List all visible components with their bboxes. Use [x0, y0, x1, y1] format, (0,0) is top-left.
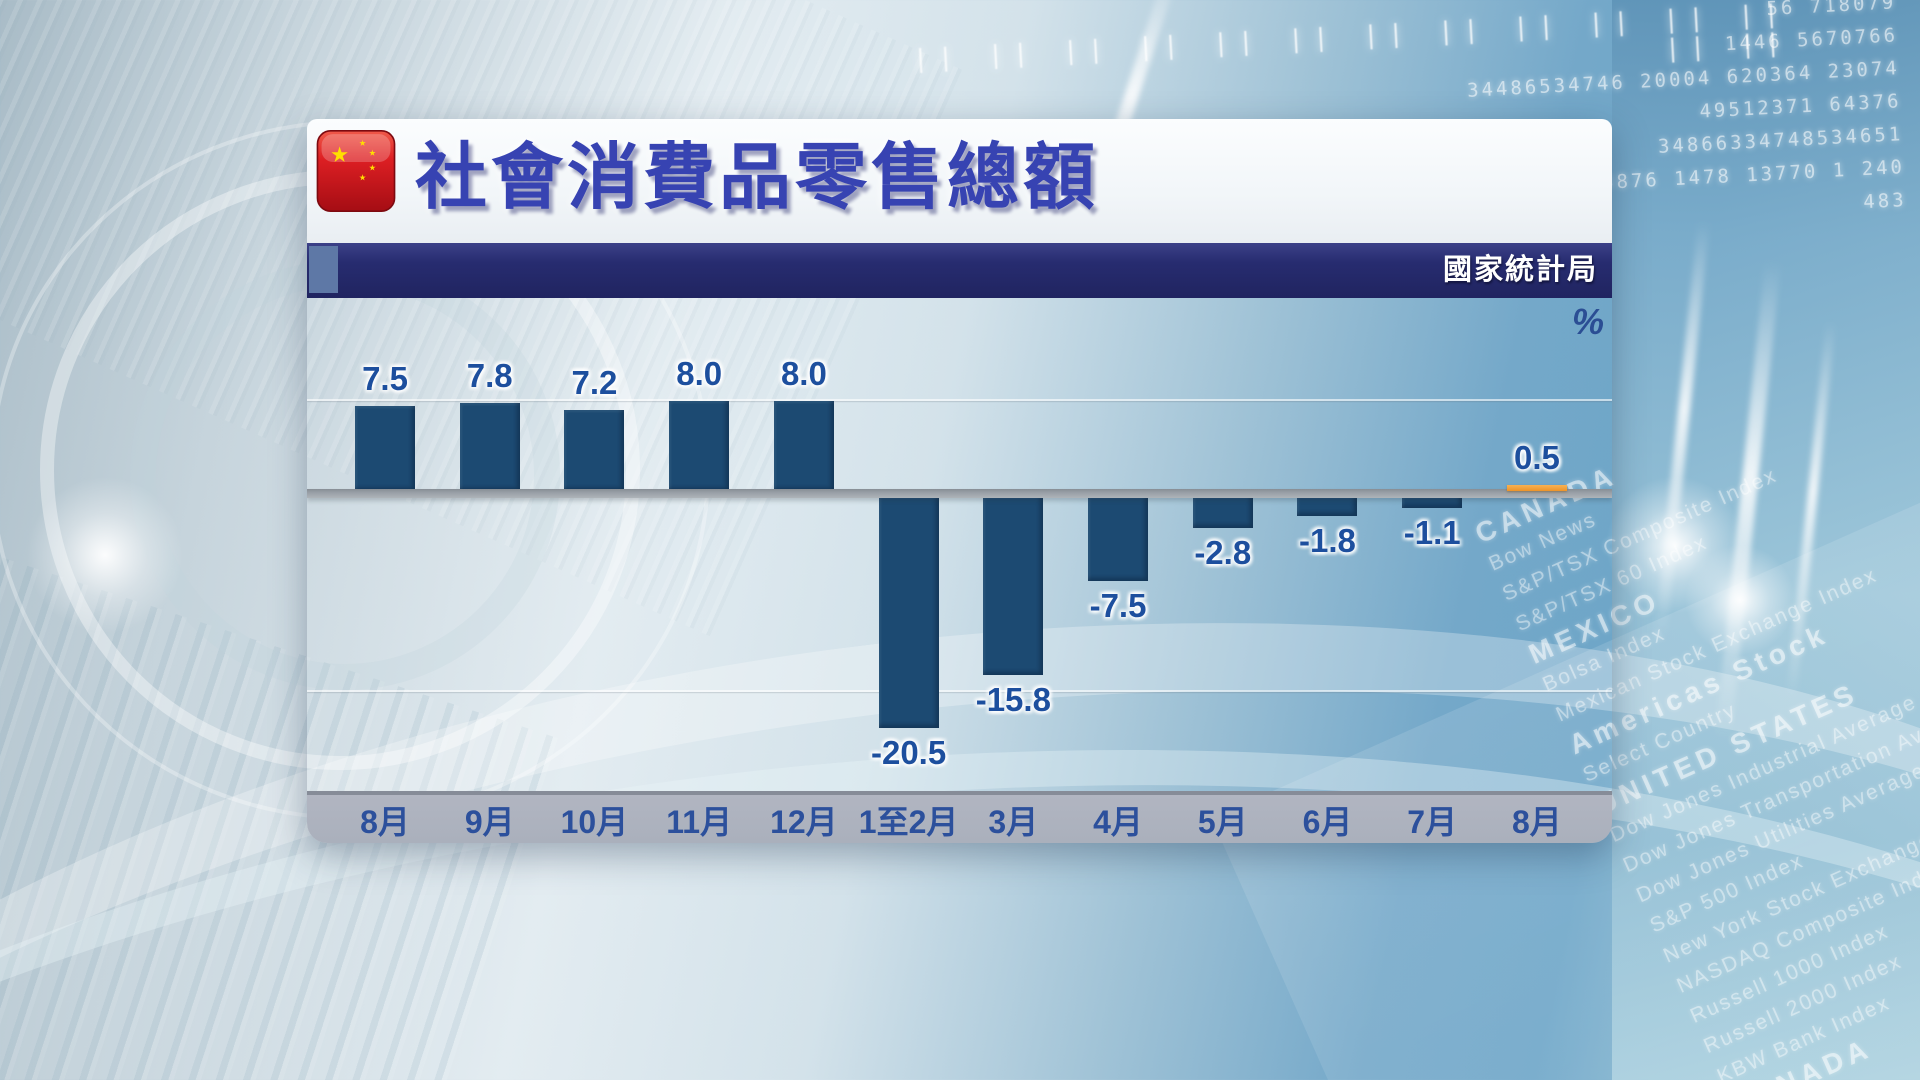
bar-6月	[1297, 496, 1358, 516]
unit-label: %	[1571, 301, 1604, 342]
value-label-5月: -2.8	[1194, 534, 1252, 571]
background-stock-line: Russell 1000 Index	[1686, 919, 1893, 1028]
light-glow	[1680, 540, 1800, 660]
light-glow	[20, 470, 190, 640]
x-tick-7月: 7月	[1407, 804, 1458, 840]
background-blue-band	[1612, 0, 1920, 1080]
bar-12月	[773, 401, 834, 491]
gridline	[307, 399, 1612, 401]
bar-5月	[1192, 496, 1253, 528]
background-stock-line: S&P 500 Index	[1646, 849, 1808, 938]
background-stock-line: Dow Jones Utilities Average	[1633, 758, 1920, 908]
bar-9月	[459, 403, 520, 491]
x-tick-12月: 12月	[770, 804, 838, 840]
light-streak	[1654, 220, 1710, 640]
source-bar: 國家統計局	[307, 243, 1612, 298]
x-tick-5月: 5月	[1197, 804, 1248, 840]
x-tick-8月: 8月	[1512, 804, 1562, 840]
page-title: 社會消費品零售總額	[415, 138, 1100, 218]
bar-3月	[983, 496, 1044, 675]
background-number-line: 34486534746 20004 620364 23074	[1466, 57, 1901, 102]
value-label-8月: 0.5	[1513, 439, 1560, 476]
background-stock-line: UNITED STATES	[1591, 677, 1863, 821]
bar-8月	[355, 406, 415, 491]
background-stock-line: Dow Jones Industrial Average	[1606, 690, 1920, 848]
chart-title-band: 社會消費品零售總額	[307, 119, 1612, 243]
bar-8月	[1506, 485, 1567, 491]
x-tick-8月: 8月	[360, 804, 410, 840]
x-tick-3月: 3月	[988, 804, 1039, 840]
light-glow	[1600, 470, 1750, 620]
x-tick-10月: 10月	[560, 804, 629, 840]
value-label-3月: -15.8	[975, 681, 1051, 718]
value-label-9月: 7.8	[466, 357, 513, 394]
bar-10月	[564, 410, 625, 491]
background-stock-line: Russell 2000 Index	[1700, 949, 1906, 1059]
x-tick-4月: 4月	[1093, 804, 1143, 840]
bar-4月	[1088, 496, 1149, 581]
value-label-7月: -1.1	[1403, 514, 1461, 551]
source-bar-notch	[309, 246, 338, 293]
value-label-12月: 8.0	[780, 355, 827, 392]
background-number-line: 1446 5670766	[1724, 24, 1899, 56]
x-tick-6月: 6月	[1302, 804, 1353, 840]
background-stock-line: Select Country	[1579, 698, 1741, 787]
zero-axis-line	[307, 489, 1612, 498]
value-label-4月: -7.5	[1089, 587, 1147, 624]
x-tick-11月: 11月	[666, 804, 733, 840]
background-stock-line: CANADA	[1725, 1032, 1877, 1080]
gridline	[307, 690, 1612, 692]
value-label-6月: -1.8	[1299, 522, 1356, 559]
bar-7月	[1402, 496, 1463, 508]
background-number-line: 56 718079	[1765, 0, 1897, 21]
background-stock-line: Americas Stock	[1564, 618, 1833, 761]
x-tick-9月: 9月	[464, 804, 515, 840]
x-axis-strip: 8月 9月 10月 11月 12月 1至2月 3月 4月 5月 6月 7月 8月	[307, 791, 1612, 843]
chart-panel: 社會消費品零售總額 國家統計局 % 7.5 7.8 7.2 8.0 8.0 -20.5 -1…	[307, 119, 1612, 843]
light-streak	[1786, 320, 1836, 700]
value-label-1至2月: -20.5	[870, 734, 947, 771]
value-label-8月: 7.5	[362, 360, 408, 397]
bar-11月	[669, 401, 730, 491]
light-streak	[1714, 260, 1782, 740]
background-stock-line: KBW Bank Index	[1713, 991, 1894, 1080]
x-tick-1至2月: 1至2月	[858, 804, 959, 840]
background-tickmarks-texture: || || || || || || || || || || || || || |…	[912, 0, 1791, 74]
background-stock-line: New York Stock Exchange Composite Index	[1659, 748, 1920, 968]
china-flag-icon	[316, 130, 396, 212]
background-stock-line: NASDAQ Composite Index	[1673, 856, 1920, 998]
background-stock-line: Dow Jones Transportation Average	[1619, 697, 1920, 878]
bar-1至2月	[878, 496, 939, 728]
value-label-10月: 7.2	[571, 364, 618, 401]
value-label-11月: 8.0	[676, 355, 723, 392]
source-label: 國家統計局	[1442, 254, 1598, 286]
